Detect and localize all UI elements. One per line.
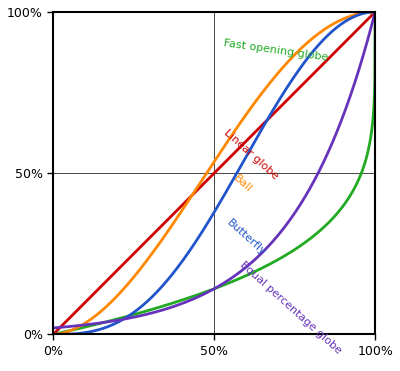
Text: Butterfly: Butterfly (225, 218, 268, 258)
Text: Equal percentage globe: Equal percentage globe (238, 260, 344, 356)
Text: Fast opening globe: Fast opening globe (223, 37, 329, 62)
Text: Ball: Ball (232, 173, 254, 194)
Text: Linear globe: Linear globe (222, 128, 280, 181)
